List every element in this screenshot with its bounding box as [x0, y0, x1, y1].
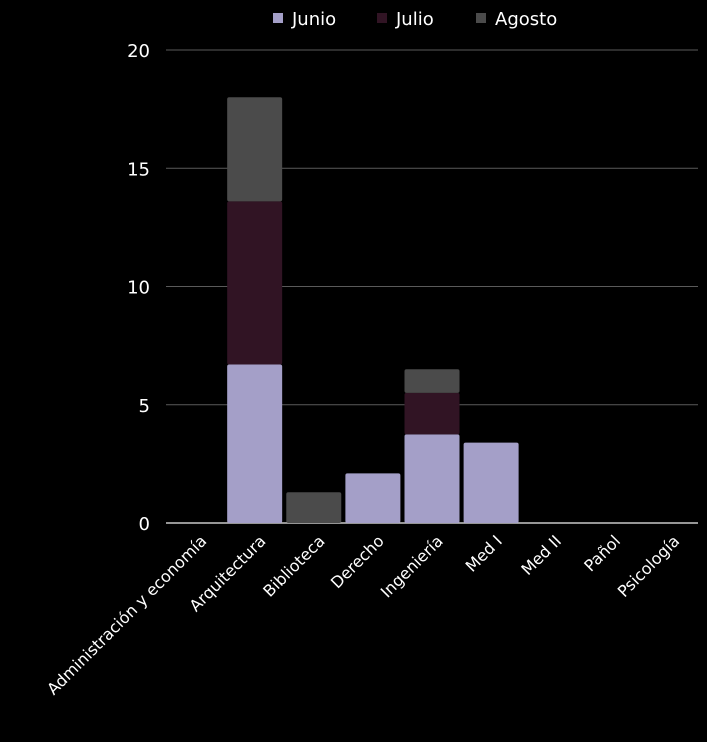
x-tick-label: Derecho — [327, 531, 388, 592]
y-tick-label: 0 — [139, 514, 150, 535]
legend-swatch-agosto — [476, 13, 486, 23]
x-tick-label: Med II — [517, 531, 565, 579]
legend-swatch-junio — [273, 13, 283, 23]
bar-segment-agosto — [227, 97, 283, 202]
bar-segment-julio — [404, 392, 460, 435]
y-axis-ticks: 0 5 10 15 20 — [127, 41, 150, 535]
y-tick-label: 5 — [139, 396, 150, 417]
legend: Junio Julio Agosto — [273, 9, 557, 30]
y-tick-label: 10 — [127, 278, 150, 299]
bar-segment-junio — [463, 442, 519, 523]
x-tick-label: Psicología — [614, 531, 684, 601]
legend-label: Agosto — [495, 9, 557, 30]
bar-segment-junio — [227, 364, 283, 523]
x-tick-label: Biblioteca — [259, 531, 328, 600]
bars — [227, 97, 519, 523]
legend-label: Junio — [291, 9, 336, 30]
legend-swatch-julio — [377, 13, 387, 23]
x-tick-label: Med I — [462, 531, 506, 575]
bar-segment-agosto — [404, 369, 460, 393]
bar-segment-agosto — [286, 492, 342, 523]
bar-segment-junio — [404, 434, 460, 523]
bar-segment-junio — [345, 473, 401, 523]
bar-segment-julio — [227, 201, 283, 365]
legend-label: Julio — [395, 9, 434, 30]
x-tick-label: Pañol — [580, 531, 624, 575]
x-axis-ticks: Administración y economíaArquitecturaBib… — [43, 531, 683, 698]
x-tick-label: Administración y economía — [43, 531, 210, 698]
y-tick-label: 20 — [127, 41, 150, 62]
x-tick-label: Ingeniería — [377, 531, 447, 601]
y-tick-label: 15 — [127, 159, 150, 180]
